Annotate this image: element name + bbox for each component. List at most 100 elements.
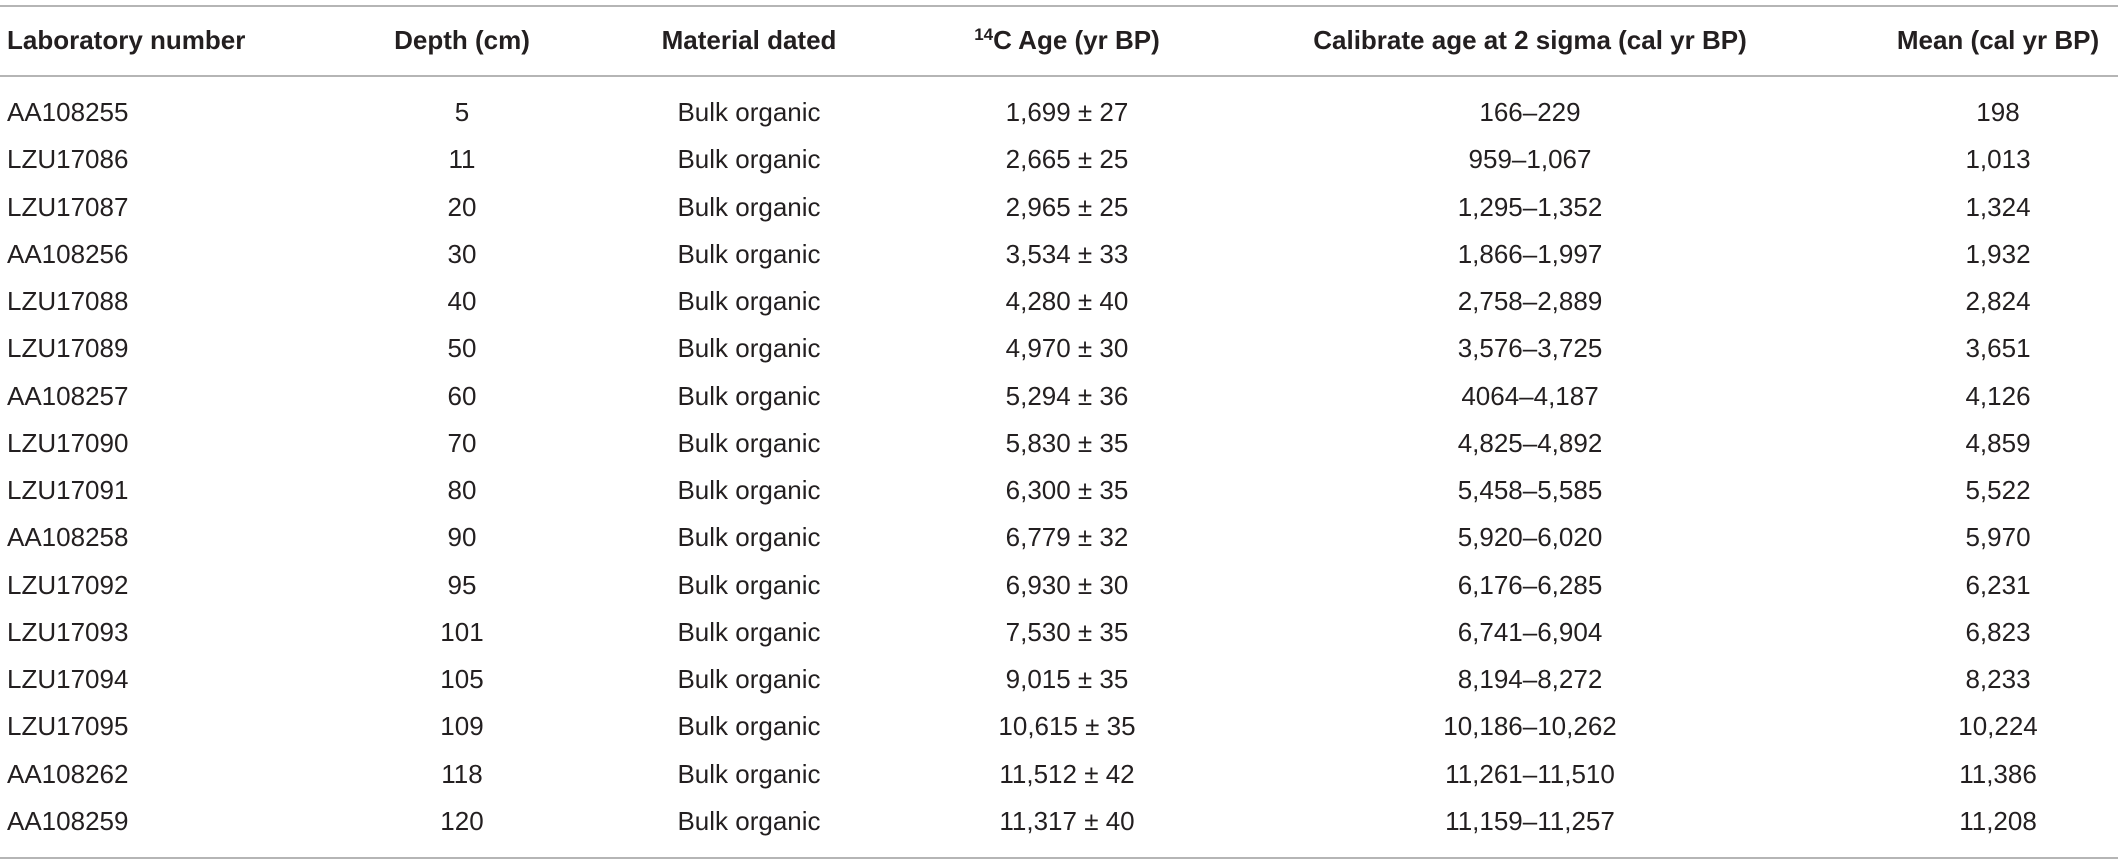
table-cell: Bulk organic bbox=[677, 569, 821, 600]
table-cell: 2,824 bbox=[1965, 286, 2031, 316]
table-cell: LZU17089 bbox=[7, 333, 129, 364]
table-cell: Bulk organic bbox=[677, 616, 821, 647]
table-cell: 6,930 ± 30 bbox=[1005, 569, 1129, 600]
table-cell: 118 bbox=[441, 758, 483, 789]
table-cell: 40 bbox=[447, 286, 477, 316]
table-cell: 11 bbox=[448, 144, 476, 175]
table-cell: 4064–4,187 bbox=[1461, 380, 1599, 411]
table-cell: LZU17088 bbox=[7, 286, 129, 316]
table-cell: 11,317 ± 40 bbox=[999, 805, 1135, 836]
top-rule bbox=[0, 5, 2118, 7]
superscript: 14 bbox=[974, 25, 994, 44]
table-cell: 2,665 ± 25 bbox=[1005, 144, 1129, 175]
table-cell: 11,261–11,510 bbox=[1445, 758, 1615, 789]
table-cell: 3,651 bbox=[1965, 333, 2031, 364]
table-cell: AA108255 bbox=[7, 97, 129, 127]
table-cell: LZU17090 bbox=[7, 427, 129, 458]
table-cell: 3,534 ± 33 bbox=[1005, 238, 1129, 269]
table-cell: 6,176–6,285 bbox=[1457, 569, 1603, 600]
table-cell: 5,970 bbox=[1965, 522, 2031, 553]
table-cell: LZU17095 bbox=[7, 711, 129, 742]
column-header: Calibrate age at 2 sigma (cal yr BP) bbox=[1313, 25, 1747, 55]
table-cell: 1,324 bbox=[1965, 191, 2031, 222]
column-header: Laboratory number bbox=[7, 25, 246, 55]
table-cell: 4,970 ± 30 bbox=[1005, 333, 1129, 364]
table-cell: 1,932 bbox=[1965, 238, 2031, 269]
table-cell: 70 bbox=[447, 427, 477, 458]
table-cell: 6,300 ± 35 bbox=[1005, 475, 1129, 505]
table-cell: 11,159–11,257 bbox=[1445, 805, 1615, 836]
table-cell: 6,231 bbox=[1965, 569, 2031, 600]
table-cell: 10,186–10,262 bbox=[1443, 711, 1617, 742]
table-cell: 95 bbox=[447, 569, 477, 600]
column-header: Mean (cal yr BP) bbox=[1896, 25, 2100, 55]
table-cell: 60 bbox=[447, 380, 477, 411]
bottom-rule bbox=[0, 857, 2118, 859]
table-cell: 959–1,067 bbox=[1468, 144, 1592, 175]
table-cell: 109 bbox=[440, 711, 484, 742]
table-cell: LZU17094 bbox=[7, 664, 129, 694]
header-rule bbox=[0, 75, 2118, 77]
table-cell: Bulk organic bbox=[677, 711, 821, 742]
column-header: Depth (cm) bbox=[394, 25, 530, 55]
table-cell: 11,386 bbox=[1959, 758, 2037, 789]
table-cell: 8,194–8,272 bbox=[1457, 664, 1603, 694]
table-cell: 10,615 ± 35 bbox=[998, 711, 1136, 742]
table-cell: 5 bbox=[454, 97, 470, 127]
table-cell: Bulk organic bbox=[677, 97, 821, 127]
table-cell: 80 bbox=[447, 475, 477, 505]
table-cell: 4,280 ± 40 bbox=[1005, 286, 1129, 316]
table-cell: 105 bbox=[440, 664, 484, 694]
table-cell: Bulk organic bbox=[677, 664, 821, 694]
table-cell: Bulk organic bbox=[677, 380, 821, 411]
table-cell: 7,530 ± 35 bbox=[1005, 616, 1129, 647]
table-cell: 120 bbox=[440, 805, 484, 836]
table-cell: 90 bbox=[447, 522, 477, 553]
table-cell: 4,126 bbox=[1965, 380, 2031, 411]
table-cell: LZU17093 bbox=[7, 616, 129, 647]
table-cell: AA108257 bbox=[7, 380, 129, 411]
column-header: 14C Age (yr BP) bbox=[974, 24, 1160, 56]
table-cell: AA108258 bbox=[7, 522, 129, 553]
table-cell: 9,015 ± 35 bbox=[1005, 664, 1129, 694]
header-text: C Age (yr BP) bbox=[993, 25, 1160, 55]
table-cell: Bulk organic bbox=[677, 522, 821, 553]
table-cell: Bulk organic bbox=[677, 333, 821, 364]
table-cell: 6,779 ± 32 bbox=[1005, 522, 1129, 553]
table-cell: Bulk organic bbox=[677, 238, 821, 269]
table-cell: 11,512 ± 42 bbox=[999, 758, 1135, 789]
table-cell: LZU17086 bbox=[7, 144, 129, 175]
table-cell: 1,295–1,352 bbox=[1457, 191, 1603, 222]
table-cell: AA108262 bbox=[7, 758, 129, 789]
table-cell: 6,741–6,904 bbox=[1457, 616, 1603, 647]
table-cell: 5,294 ± 36 bbox=[1005, 380, 1129, 411]
table-cell: 5,830 ± 35 bbox=[1005, 427, 1129, 458]
table-cell: 4,859 bbox=[1965, 427, 2031, 458]
table-cell: 1,013 bbox=[1965, 144, 2031, 175]
table-cell: 30 bbox=[447, 238, 477, 269]
table-cell: 5,458–5,585 bbox=[1457, 475, 1603, 505]
table-cell: Bulk organic bbox=[677, 758, 821, 789]
table-cell: 11,208 bbox=[1959, 805, 2037, 836]
table-cell: 4,825–4,892 bbox=[1457, 427, 1603, 458]
table-cell: 1,699 ± 27 bbox=[1005, 97, 1129, 127]
table-cell: Bulk organic bbox=[677, 805, 821, 836]
table-cell: LZU17091 bbox=[7, 475, 129, 505]
table-cell: AA108256 bbox=[7, 238, 129, 269]
table-cell: LZU17087 bbox=[7, 191, 129, 222]
table-cell: 8,233 bbox=[1965, 664, 2031, 694]
table-cell: 10,224 bbox=[1958, 711, 2038, 742]
table-cell: LZU17092 bbox=[7, 569, 129, 600]
table-cell: 2,758–2,889 bbox=[1457, 286, 1603, 316]
table-cell: Bulk organic bbox=[677, 144, 821, 175]
table-cell: Bulk organic bbox=[677, 286, 821, 316]
table-cell: Bulk organic bbox=[677, 191, 821, 222]
table-cell: 50 bbox=[447, 333, 477, 364]
table-cell: 2,965 ± 25 bbox=[1005, 191, 1129, 222]
table-cell: Bulk organic bbox=[677, 427, 821, 458]
table-cell: 20 bbox=[447, 191, 477, 222]
table-cell: AA108259 bbox=[7, 805, 129, 836]
table-cell: 166–229 bbox=[1479, 97, 1581, 127]
table-cell: 6,823 bbox=[1965, 616, 2031, 647]
